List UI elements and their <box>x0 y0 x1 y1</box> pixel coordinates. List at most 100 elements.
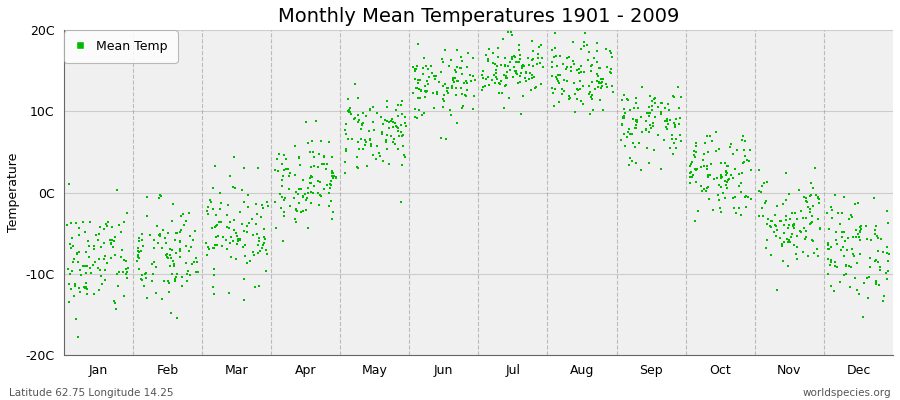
Point <box>882 251 896 258</box>
Point <box>238 253 252 259</box>
Point <box>98 252 112 259</box>
Point <box>834 246 849 253</box>
Point <box>152 231 166 237</box>
Point <box>582 49 597 55</box>
Point <box>743 196 758 203</box>
Point <box>584 94 598 100</box>
Point <box>700 184 715 190</box>
Point <box>647 147 662 154</box>
Point <box>550 62 564 69</box>
Point <box>847 253 861 259</box>
Point <box>395 143 410 149</box>
Point <box>648 114 662 121</box>
Point <box>237 164 251 171</box>
Point <box>853 229 868 235</box>
Point <box>849 234 863 240</box>
Point <box>880 208 895 214</box>
Point <box>775 243 789 250</box>
Point <box>99 221 113 227</box>
Point <box>837 272 851 278</box>
Point <box>97 256 112 262</box>
Point <box>668 122 682 128</box>
Point <box>490 62 504 69</box>
Point <box>583 63 598 69</box>
Point <box>450 64 464 70</box>
Point <box>428 72 443 79</box>
Point <box>108 299 122 306</box>
Point <box>227 154 241 160</box>
Point <box>690 208 705 214</box>
Point <box>367 126 382 133</box>
Point <box>777 239 791 246</box>
Point <box>391 125 405 131</box>
Point <box>282 173 296 179</box>
Point <box>454 104 469 111</box>
Point <box>821 239 835 246</box>
Point <box>760 179 774 185</box>
Point <box>355 122 369 128</box>
Point <box>809 192 824 198</box>
Point <box>328 173 343 180</box>
Point <box>202 197 217 204</box>
Point <box>363 107 377 113</box>
Point <box>115 269 130 275</box>
Point <box>806 184 820 191</box>
Point <box>79 280 94 286</box>
Point <box>806 202 820 209</box>
Point <box>352 146 366 152</box>
Point <box>296 193 310 200</box>
Point <box>513 56 527 62</box>
Point <box>288 172 302 178</box>
Point <box>552 78 566 84</box>
Point <box>499 83 513 89</box>
Point <box>730 146 744 153</box>
Point <box>662 120 676 127</box>
Point <box>486 50 500 56</box>
Point <box>517 62 531 68</box>
Point <box>97 267 112 274</box>
Point <box>845 251 859 258</box>
Point <box>205 225 220 232</box>
Point <box>505 56 519 62</box>
Point <box>455 90 470 97</box>
Point <box>669 116 683 122</box>
Point <box>304 173 319 179</box>
Point <box>518 75 532 82</box>
Point <box>434 68 448 75</box>
Point <box>105 236 120 243</box>
Point <box>715 174 729 180</box>
Point <box>388 120 402 126</box>
Point <box>522 62 536 69</box>
Point <box>701 172 716 178</box>
Point <box>309 118 323 124</box>
Point <box>93 267 107 273</box>
Point <box>842 215 856 222</box>
Point <box>475 72 490 79</box>
Point <box>712 146 726 152</box>
Point <box>356 120 371 126</box>
Point <box>500 68 515 75</box>
Point <box>573 63 588 69</box>
Point <box>88 259 103 265</box>
Point <box>824 204 838 211</box>
Point <box>310 190 325 196</box>
Point <box>119 270 133 277</box>
Point <box>72 284 86 291</box>
Point <box>295 208 310 214</box>
Point <box>625 158 639 164</box>
Point <box>176 211 191 217</box>
Point <box>162 280 176 286</box>
Point <box>848 274 862 281</box>
Point <box>247 252 261 258</box>
Point <box>397 152 411 158</box>
Point <box>83 218 97 225</box>
Point <box>175 227 189 233</box>
Point <box>135 276 149 283</box>
Point <box>735 137 750 144</box>
Point <box>840 246 854 253</box>
Point <box>115 246 130 253</box>
Point <box>599 46 614 52</box>
Point <box>372 150 386 156</box>
Point <box>839 271 853 278</box>
Point <box>207 266 221 272</box>
